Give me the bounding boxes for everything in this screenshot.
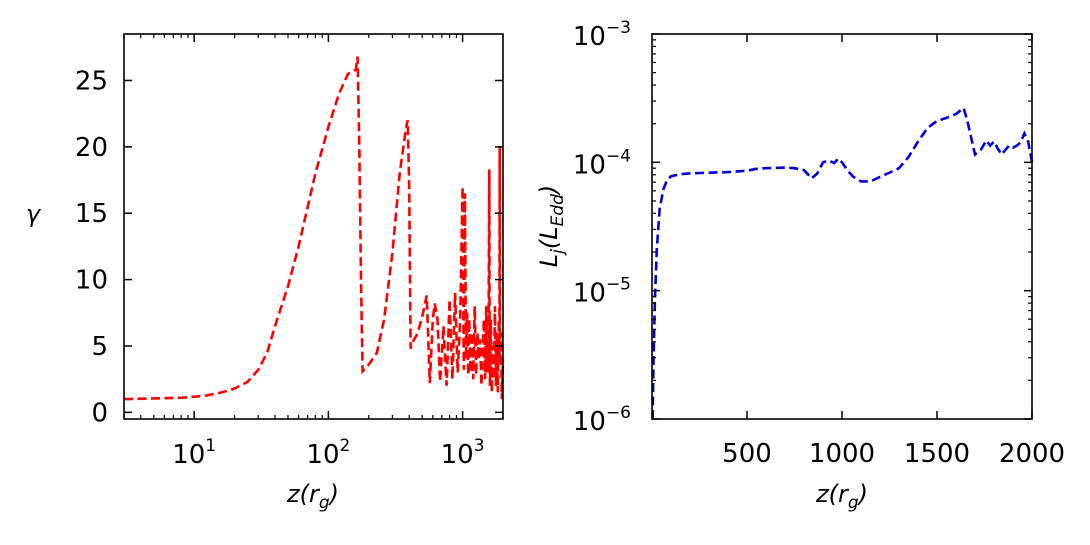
left-y-axis-label: γ [26, 200, 42, 228]
right-panel: 500 1000 1500 2000 10−6 10−5 10−4 10−3 z(rg) L… [535, 18, 1065, 513]
right-y-axis-label: Lj(LEdd) [535, 185, 568, 268]
left-x-tick-label: 102 [306, 436, 350, 470]
right-axes-frame [651, 33, 1033, 420]
right-x-tick-label: 1500 [904, 439, 970, 469]
left-y-tick-label: 15 [75, 199, 108, 229]
right-x-tick-label: 2000 [999, 439, 1065, 469]
right-x-tick-label: 1000 [809, 439, 875, 469]
left-series-line [123, 56, 505, 401]
right-x-axis-label: z(rg) [815, 480, 868, 513]
left-y-tick-label: 10 [75, 266, 108, 296]
left-x-tick-label: 103 [441, 436, 485, 470]
right-y-tick-label: 10−6 [573, 403, 631, 437]
left-y-ticks: 0 5 10 15 20 25 [75, 66, 503, 428]
right-x-ticks: 500 1000 1500 2000 [722, 34, 1065, 469]
right-y-tick-label: 10−5 [573, 275, 631, 309]
right-y-ticks: 10−6 10−5 10−4 10−3 [573, 18, 1032, 437]
right-x-tick-label: 500 [722, 439, 772, 469]
left-y-tick-label: 20 [75, 133, 108, 163]
left-y-tick-label: 0 [91, 398, 108, 428]
left-y-tick-label: 25 [75, 66, 108, 96]
left-x-ticks: 101 102 103 [123, 34, 504, 470]
left-panel: 101 102 103 0 5 10 15 20 25 z(rg) γ [26, 33, 505, 513]
left-y-tick-label: 5 [91, 332, 108, 362]
left-axes-frame [123, 33, 504, 420]
right-y-tick-label: 10−4 [573, 146, 631, 180]
left-x-axis-label: z(rg) [286, 480, 339, 513]
right-y-tick-label: 10−3 [573, 18, 631, 52]
left-x-tick-label: 101 [172, 436, 216, 470]
right-series-line [651, 105, 1034, 420]
